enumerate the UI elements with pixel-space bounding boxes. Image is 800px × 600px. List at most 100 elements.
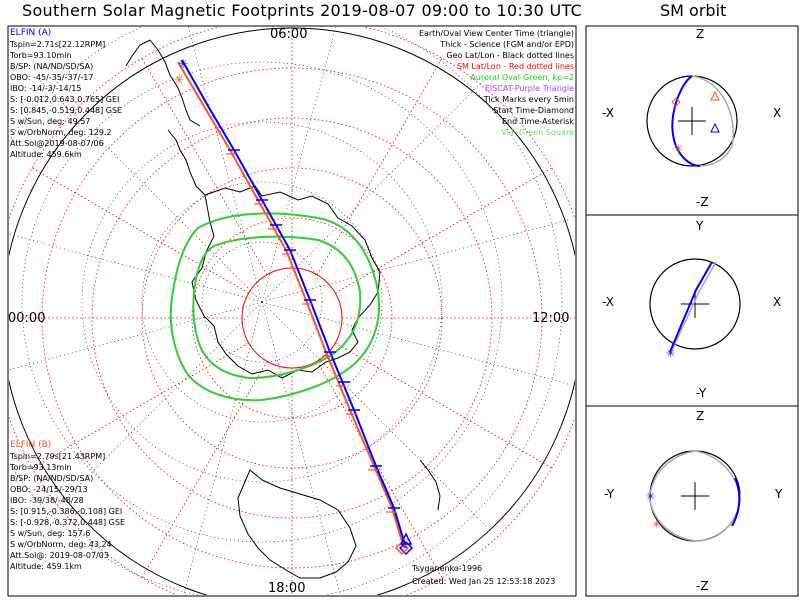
model-label: Tsyganenko-1996: [412, 564, 483, 573]
auroral-oval-inner: [192, 235, 362, 380]
legend-item: SM Lat/Lon - Red dotted lines: [456, 62, 574, 71]
sm-lat-circle: [141, 167, 443, 469]
elfin-a-start-marker: ✳: [178, 57, 188, 71]
south-america-outline: [125, 39, 201, 127]
info-line: S: [-0.012,0.643,0.765] GEI: [10, 95, 120, 104]
orbit-gray-path: [649, 450, 741, 542]
orbit-b-triangle: [710, 90, 720, 101]
sm-labels-1: Z -Z -X X: [602, 27, 781, 209]
info-line: B/SP: (NA/ND/SD/SA): [10, 62, 94, 71]
info-line: S: [0.845,-0.519,0.448] GSE: [10, 106, 123, 115]
sm-meridian: [141, 361, 268, 579]
orbit-a-path: [731, 477, 741, 527]
view-center-triangle: [399, 532, 413, 545]
sm-meridian: [316, 361, 443, 579]
sm-panel-xz: ✳: [646, 75, 738, 167]
orbit-a-asterisk: ✳: [666, 347, 675, 360]
info-line: Tspin=2.71s[22.12RPM]: [10, 40, 106, 49]
geo-lat-circle: [9, 27, 563, 595]
info-line: OBO: -45/-35/-37/-17: [10, 73, 94, 82]
elfin-a-name: ELFIN (A): [10, 28, 52, 38]
elfin-b-end-diamond: [394, 540, 410, 556]
legend-item: EISCAT-Purple Triangle: [484, 84, 574, 93]
created-label: Created: Wed Jan 25 12:53:18 2023: [412, 577, 556, 586]
info-line: Altitude: 459.1km: [10, 562, 82, 571]
sm-meridians: [9, 27, 575, 595]
elfin-b-info: ELFIN (B) Tspin=2.79s[21.43RPM] Torb=93.…: [10, 440, 125, 572]
geo-meridian: [261, 218, 572, 303]
orbit-b-diamond: [671, 97, 681, 107]
orbit-gray-path: [691, 75, 734, 167]
sm-label-top: Z: [696, 27, 704, 41]
antarctica-outline: [191, 185, 381, 379]
legend-item: Start Time-Diamond: [493, 106, 574, 115]
sm-meridian: [335, 342, 553, 469]
orbit-gray-path: [671, 261, 717, 351]
legend-item: Thick - Science (FGM and/or EPD): [440, 40, 574, 49]
info-line: S w/Sun, deg: 157.6: [10, 529, 91, 538]
info-line: Altitude: 459.6km: [10, 150, 82, 159]
sm-lat-circle: [91, 117, 493, 519]
geo-meridian: [261, 75, 489, 303]
info-line: IBO: -14/-3/-14/15: [10, 84, 82, 93]
sm-panel-xy: ✳: [649, 258, 741, 360]
sm-lat-circle: [191, 217, 393, 419]
legend-item: VLF-Green Square: [501, 128, 574, 137]
sm-label-right: X: [773, 295, 781, 309]
orbit-a-path: [669, 261, 713, 353]
sm-label-left: -X: [602, 106, 614, 120]
orbit-a-path: [671, 75, 701, 167]
sm-meridian: [31, 342, 249, 469]
elfin-b-name: ELFIN (B): [10, 440, 52, 450]
geo-meridian: [188, 27, 263, 303]
new-zealand-outline: [419, 459, 441, 511]
legend-item: Earth/Oval View Center Time (triangle): [418, 29, 574, 38]
info-line: S w/OrbNorm, deg: 129.2: [10, 128, 112, 137]
geo-meridian: [9, 301, 263, 371]
info-line: B/SP: (NA/ND/SD/SA): [10, 474, 94, 483]
sm-meridian: [31, 167, 249, 294]
sm-label-top: Y: [695, 219, 704, 233]
sm-label-bottom: -Z: [696, 579, 709, 593]
elfin-b-start-marker: ✳: [174, 73, 184, 87]
earth-circle: [649, 258, 741, 350]
hour-label-bottom: 18:00: [268, 581, 305, 596]
sm-labels-3: Z -Z -Y Y: [604, 409, 783, 593]
info-line: Torb=93.10min: [10, 51, 72, 60]
geo-lat-circle: [81, 121, 443, 483]
geo-meridian: [261, 27, 336, 303]
info-line: Att.Sol@2019-08-07/06: [10, 139, 104, 148]
sm-frame: [585, 25, 799, 597]
info-line: S w/Sun, deg: 49.57: [10, 117, 91, 126]
info-line: Att.Sol@: 2019-08-07/03: [10, 551, 109, 560]
info-line: OBO: -24/15/-29/13: [10, 485, 88, 494]
hour-label-top: 06:00: [270, 27, 307, 42]
info-line: S w/OrbNorm, deg: 43.24: [10, 540, 112, 549]
sm-label-left: -X: [602, 295, 614, 309]
geo-meridian: [261, 301, 341, 595]
sm-orbit-title: SM orbit: [660, 1, 727, 20]
legend-item: End Time-Asterisk: [501, 117, 574, 126]
orbit-b-asterisk: ✳: [652, 518, 661, 531]
info-line: S: [-0.928,-0.372,0.448] GSE: [10, 518, 125, 527]
hour-label-left: 00:00: [8, 311, 45, 326]
info-line: S: [0.915,-0.386,-0.108] GEI: [10, 507, 123, 516]
sm-label-bottom: -Y: [696, 386, 707, 400]
geo-grid: [9, 27, 572, 595]
geo-lat-circle: [141, 181, 383, 423]
sm-label-bottom: -Z: [696, 195, 709, 209]
antarctic-peninsula-outline: [167, 129, 206, 196]
geo-meridian: [35, 301, 263, 529]
orbit-a-triangle: [710, 122, 720, 133]
map-frame: [7, 25, 577, 597]
sm-meridian: [141, 57, 268, 275]
geo-meridian: [35, 75, 263, 303]
orbit-a-asterisk: ✳: [646, 490, 655, 503]
geo-lat-circle: [21, 61, 503, 543]
info-line: IBO: -39/38/-48/28: [10, 496, 84, 505]
elfin-a-end-diamond: [398, 540, 414, 556]
sm-label-right: Y: [774, 487, 783, 501]
legend: Earth/Oval View Center Time (triangle) T…: [419, 28, 574, 138]
hour-label-right: 12:00: [532, 311, 569, 326]
